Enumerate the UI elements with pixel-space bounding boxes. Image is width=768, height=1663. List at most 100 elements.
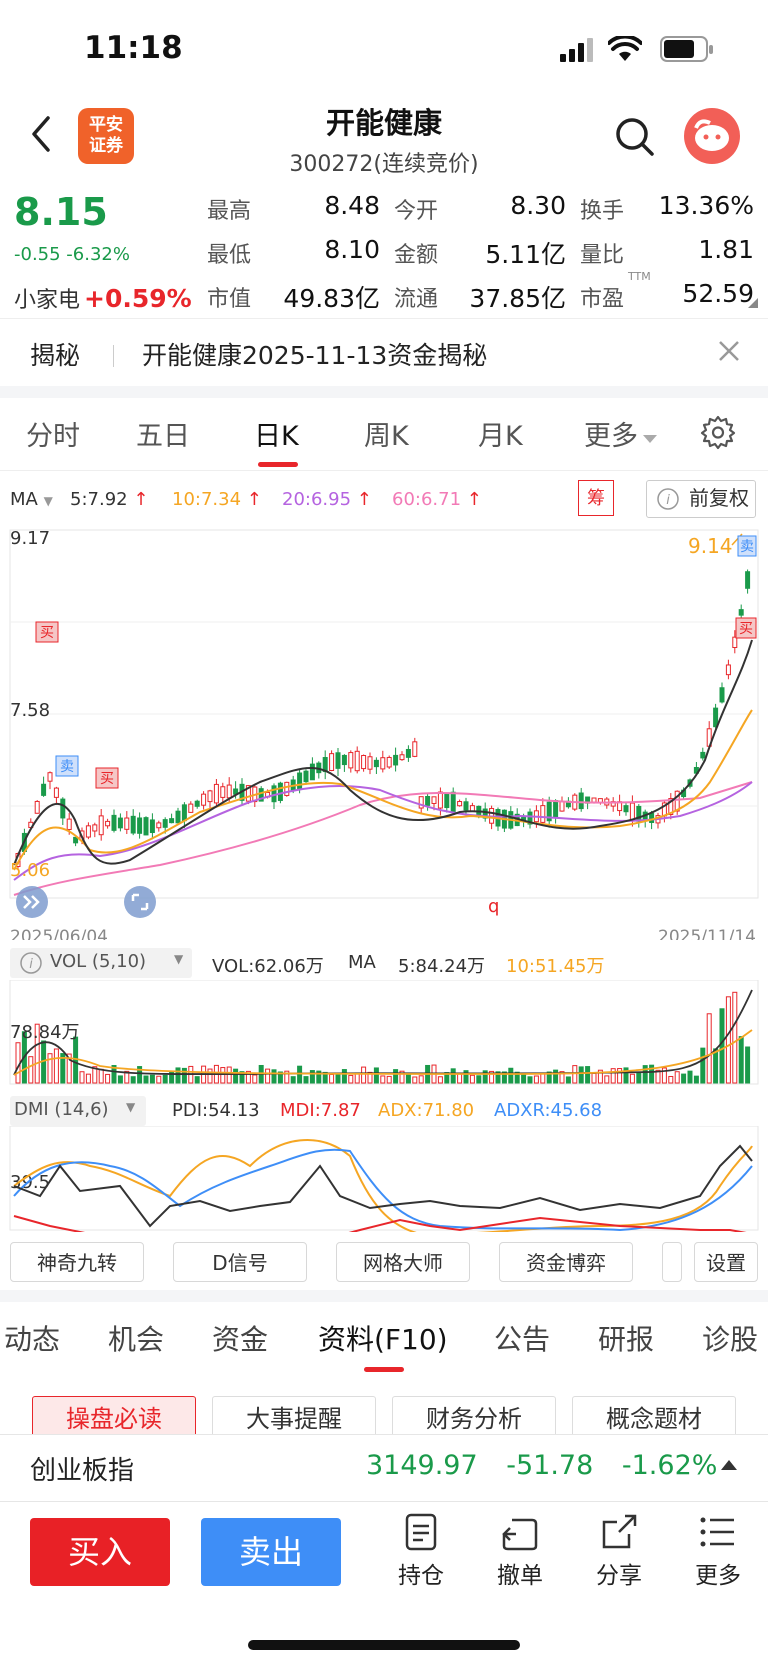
- vol-ma-label: MA: [348, 952, 376, 973]
- volume-bar: [309, 1070, 315, 1084]
- dmi-indicator-selector[interactable]: DMI (14,6) ▼: [10, 1096, 146, 1126]
- share-button[interactable]: 分享: [584, 1512, 654, 1590]
- section-gap: [0, 386, 768, 398]
- tab-news[interactable]: 动态: [4, 1323, 61, 1356]
- volume-bar: [482, 1070, 488, 1084]
- candle: [418, 796, 424, 809]
- cancel-order-button[interactable]: 撤单: [485, 1512, 555, 1590]
- candle: [73, 836, 79, 844]
- tab-opportunity[interactable]: 机会: [108, 1323, 165, 1356]
- triangle-down-icon: ▼: [43, 494, 53, 508]
- tab-funds[interactable]: 资金: [212, 1323, 269, 1356]
- status-time: 11:18: [84, 30, 183, 66]
- expand-corner-icon[interactable]: [748, 298, 758, 308]
- candle: [226, 784, 232, 799]
- tool-d-signal[interactable]: D信号: [173, 1242, 307, 1282]
- positions-label: 持仓: [398, 1563, 444, 1589]
- last-price: 8.15: [14, 190, 108, 234]
- sector-info[interactable]: 小家电 +0.59%: [14, 282, 192, 314]
- ma-legend[interactable]: MA ▼: [10, 489, 53, 510]
- assistant-avatar[interactable]: [684, 108, 740, 164]
- positions-button[interactable]: 持仓: [386, 1512, 456, 1590]
- dmi-mdi: MDI:7.87: [280, 1100, 361, 1121]
- tab-monthly-k[interactable]: 月K: [478, 421, 523, 452]
- tab-daily-k[interactable]: 日K: [254, 421, 299, 452]
- volume-bar: [322, 1071, 328, 1084]
- volume-bar: [745, 1046, 751, 1084]
- max-price-marker: 9.14: [688, 534, 733, 558]
- index-strip[interactable]: [0, 1434, 768, 1502]
- tool-grid-master[interactable]: 网格大师: [336, 1242, 470, 1282]
- dmi-adx: ADX:71.80: [378, 1100, 475, 1121]
- must-read-button[interactable]: 操盘必读: [32, 1396, 196, 1440]
- candle: [181, 804, 187, 822]
- candle: [559, 801, 565, 812]
- reveal-label: 揭秘: [30, 341, 81, 370]
- volume-bar: [386, 1075, 392, 1084]
- tab-weekly-k[interactable]: 周K: [364, 421, 409, 452]
- volume-bar: [156, 1075, 162, 1084]
- volume-bar: [725, 996, 731, 1084]
- price-change: -0.55 -6.32%: [14, 244, 130, 265]
- tab-five-day[interactable]: 五日: [136, 421, 190, 452]
- market-cap-value: 49.83亿: [283, 284, 380, 313]
- turnover-label: 换手: [580, 199, 625, 224]
- candle: [85, 825, 91, 838]
- svg-text:i: i: [29, 957, 33, 972]
- candle: [623, 805, 629, 813]
- volume-bar: [220, 1067, 226, 1084]
- tool-partial[interactable]: [662, 1242, 682, 1282]
- buy-button[interactable]: 买入: [30, 1518, 170, 1586]
- tool-settings[interactable]: 设置: [694, 1242, 758, 1282]
- candle: [469, 805, 475, 812]
- adjust-type-button[interactable]: i 前复权: [646, 480, 756, 518]
- candle: [41, 783, 47, 796]
- open-label: 今开: [394, 199, 439, 224]
- volume-bar: [617, 1068, 623, 1084]
- candle: [341, 754, 347, 766]
- candle: [527, 811, 533, 825]
- tool-magic-nine[interactable]: 神奇九转: [10, 1242, 144, 1282]
- home-indicator: [248, 1640, 520, 1650]
- fullscreen-icon[interactable]: [124, 886, 156, 918]
- chip-distribution-button[interactable]: 筹: [578, 480, 614, 516]
- settings-gear-icon[interactable]: [700, 414, 736, 450]
- candle: [444, 793, 450, 809]
- volume-bar: [297, 1065, 303, 1084]
- tab-research[interactable]: 研报: [598, 1323, 655, 1356]
- index-value: 3149.97: [366, 1450, 478, 1481]
- volume-chart[interactable]: 78.84万: [0, 980, 768, 1086]
- volume-bar: [623, 1067, 629, 1084]
- volume-bar: [130, 1076, 136, 1084]
- triangle-up-icon[interactable]: [720, 1458, 738, 1472]
- candle: [361, 755, 367, 770]
- candle: [354, 750, 360, 772]
- scroll-left-icon[interactable]: [16, 886, 48, 918]
- sector-label: 小家电: [14, 288, 81, 313]
- search-icon[interactable]: [614, 116, 656, 158]
- close-icon[interactable]: [718, 340, 740, 362]
- volume-bar: [559, 1071, 565, 1084]
- document-icon: [405, 1513, 437, 1551]
- vol-value: VOL:62.06万: [212, 956, 324, 977]
- candle: [367, 756, 373, 770]
- kline-chart[interactable]: 9.17 7.58 5.06 9.14 买 卖 买 卖 买 q 2025/06/…: [0, 520, 768, 940]
- tab-announcements[interactable]: 公告: [494, 1323, 551, 1356]
- sell-signal-text: 卖: [60, 759, 74, 775]
- volume-bar: [687, 1070, 693, 1084]
- volume-bar: [591, 1072, 597, 1084]
- dmi-chart[interactable]: 39.5: [0, 1126, 768, 1232]
- back-icon[interactable]: [26, 112, 56, 156]
- vol-indicator-selector[interactable]: i VOL (5,10) ▼: [10, 948, 192, 978]
- tool-fund-game[interactable]: 资金博弈: [499, 1242, 633, 1282]
- sell-signal-text: 卖: [740, 539, 754, 555]
- candle: [553, 800, 559, 818]
- tab-intraday[interactable]: 分时: [26, 421, 80, 452]
- index-values: 3149.97 -51.78 -1.62%: [366, 1450, 717, 1481]
- tab-f10[interactable]: 资料(F10): [318, 1323, 448, 1356]
- tab-diagnosis[interactable]: 诊股: [702, 1323, 759, 1356]
- sell-button[interactable]: 卖出: [201, 1518, 341, 1586]
- reveal-link[interactable]: 开能健康2025-11-13资金揭秘: [142, 341, 488, 370]
- more-button[interactable]: 更多: [683, 1512, 753, 1590]
- tab-more[interactable]: 更多: [584, 414, 658, 453]
